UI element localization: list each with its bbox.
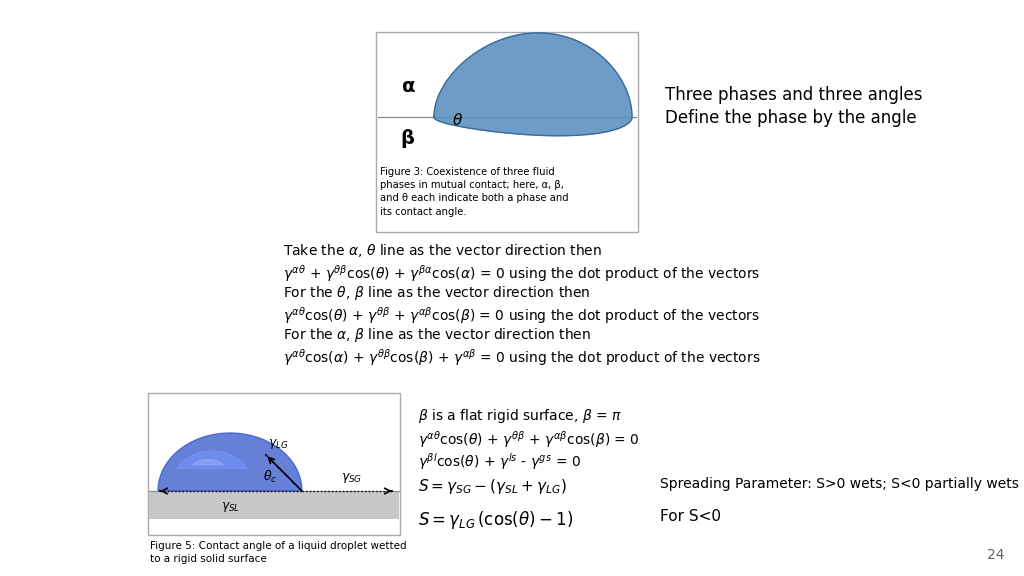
Text: $S = \gamma_{SG} - (\gamma_{SL} + \gamma_{LG})$: $S = \gamma_{SG} - (\gamma_{SL} + \gamma… [418, 477, 566, 496]
Text: For S<0: For S<0 [660, 509, 721, 524]
Text: $\theta$: $\theta$ [453, 112, 464, 128]
Text: $\gamma_{SG}$: $\gamma_{SG}$ [341, 471, 362, 485]
Text: $\gamma_{SL}$: $\gamma_{SL}$ [221, 500, 241, 514]
Text: $\beta$ is a flat rigid surface, $\beta$ = $\pi$: $\beta$ is a flat rigid surface, $\beta$… [418, 407, 623, 425]
Text: $\gamma^{\alpha\theta}$cos($\alpha$) + $\gamma^{\theta\beta}$cos($\beta$) + $\ga: $\gamma^{\alpha\theta}$cos($\alpha$) + $… [283, 347, 761, 368]
Text: Take the $\alpha$, $\theta$ line as the vector direction then: Take the $\alpha$, $\theta$ line as the … [283, 242, 602, 259]
Bar [376, 32, 638, 232]
Text: Three phases and three angles: Three phases and three angles [665, 86, 923, 104]
Text: $\theta_c$: $\theta_c$ [263, 469, 278, 485]
Text: $\gamma^{\alpha\theta}$ + $\gamma^{\theta\beta}$cos($\theta$) + $\gamma^{\beta\a: $\gamma^{\alpha\theta}$ + $\gamma^{\thet… [283, 263, 760, 284]
Text: $\mathbf{\alpha}$: $\mathbf{\alpha}$ [400, 78, 416, 97]
Bar [148, 393, 400, 535]
Text: $\gamma^{\alpha\theta}$cos($\theta$) + $\gamma^{\theta\beta}$ + $\gamma^{\alpha\: $\gamma^{\alpha\theta}$cos($\theta$) + $… [418, 429, 640, 450]
Text: Figure 3: Coexistence of three fluid 
phases in mutual contact; here, α, β,
and : Figure 3: Coexistence of three fluid pha… [380, 167, 568, 217]
Text: For the $\theta$, $\beta$ line as the vector direction then: For the $\theta$, $\beta$ line as the ve… [283, 284, 591, 302]
Text: For the $\alpha$, $\beta$ line as the vector direction then: For the $\alpha$, $\beta$ line as the ve… [283, 326, 591, 344]
Text: $\gamma^{\beta l}$cos($\theta$) + $\gamma^{ls}$ - $\gamma^{gs}$ = 0: $\gamma^{\beta l}$cos($\theta$) + $\gamm… [418, 451, 581, 472]
Text: $S = \gamma_{LG}\,(\cos(\theta) - 1)$: $S = \gamma_{LG}\,(\cos(\theta) - 1)$ [418, 509, 573, 531]
Text: Define the phase by the angle: Define the phase by the angle [665, 109, 916, 127]
Text: $\gamma_{LG}$: $\gamma_{LG}$ [268, 437, 289, 451]
Polygon shape [177, 451, 247, 468]
Bar [150, 491, 399, 519]
Text: Spreading Parameter: S>0 wets; S<0 partially wets: Spreading Parameter: S>0 wets; S<0 parti… [660, 477, 1019, 491]
Text: $\gamma^{\alpha\theta}$cos($\theta$) + $\gamma^{\theta\beta}$ + $\gamma^{\alpha\: $\gamma^{\alpha\theta}$cos($\theta$) + $… [283, 305, 760, 326]
Polygon shape [158, 433, 302, 491]
Polygon shape [434, 33, 632, 136]
Text: Figure 5: Contact angle of a liquid droplet wetted 
to a rigid solid surface: Figure 5: Contact angle of a liquid drop… [150, 541, 410, 564]
Text: 24: 24 [987, 548, 1005, 562]
Polygon shape [193, 460, 223, 465]
Text: $\mathbf{\beta}$: $\mathbf{\beta}$ [400, 127, 416, 150]
